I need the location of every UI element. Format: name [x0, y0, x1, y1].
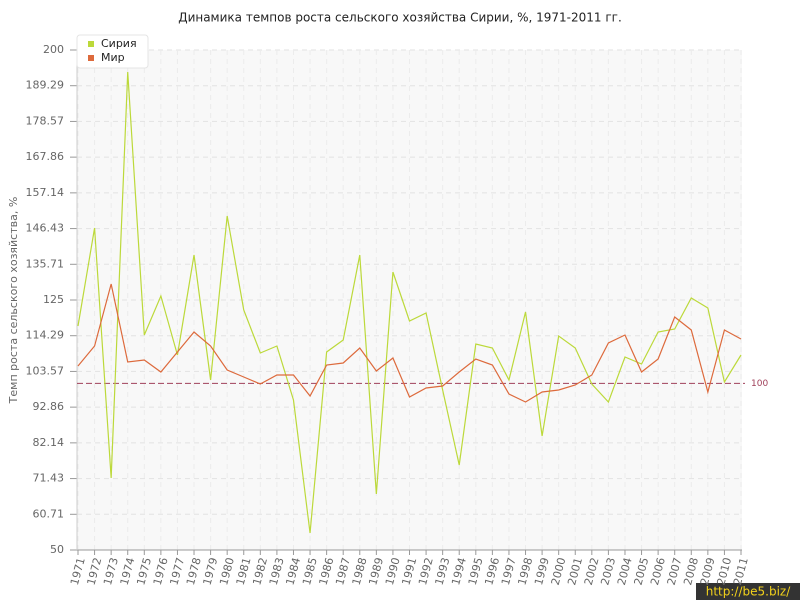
y-tick-label: 178.57 — [26, 114, 65, 127]
y-tick-label: 114.29 — [26, 329, 65, 342]
y-tick-label: 167.86 — [26, 150, 65, 163]
x-tick-label: 2011 — [731, 556, 751, 586]
y-tick-label: 103.57 — [26, 364, 65, 377]
y-tick-label: 92.86 — [33, 400, 65, 413]
legend-swatch — [88, 41, 94, 47]
legend-swatch — [88, 55, 94, 61]
y-tick-label: 60.71 — [33, 507, 65, 520]
y-tick-label: 125 — [43, 293, 64, 306]
y-tick-label: 82.14 — [33, 436, 65, 449]
y-tick-label: 50 — [50, 543, 64, 556]
legend-box — [76, 34, 149, 69]
y-axis-label: Темп роста сельского хозяйства, % — [7, 197, 20, 405]
y-tick-label: 189.29 — [26, 79, 65, 92]
y-tick-label: 200 — [43, 43, 64, 56]
y-tick-label: 135.71 — [26, 257, 65, 270]
y-tick-label: 157.14 — [26, 186, 65, 199]
y-tick-label: 71.43 — [33, 472, 65, 485]
watermark-bg — [696, 583, 800, 600]
y-tick-label: 146.43 — [26, 222, 65, 235]
series-line — [77, 71, 742, 534]
series-line — [77, 283, 742, 403]
reference-label: 100 — [751, 379, 768, 389]
legend-label: Сирия — [101, 37, 137, 50]
chart-title: Динамика темпов роста сельского хозяйств… — [178, 11, 622, 25]
legend-label: Мир — [101, 51, 125, 64]
watermark: http://be5.biz/ — [706, 585, 791, 599]
